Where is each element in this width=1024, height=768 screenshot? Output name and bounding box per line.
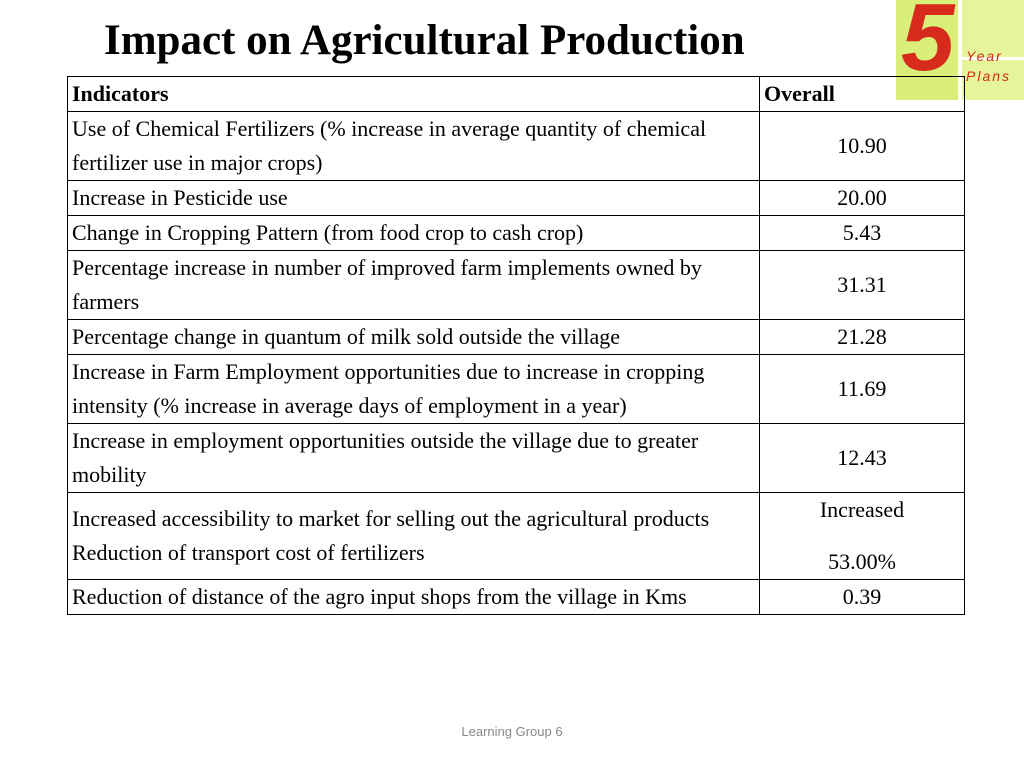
slide-footer: Learning Group 6 — [461, 724, 563, 739]
table-row: Use of Chemical Fertilizers (% increase … — [67, 111, 965, 181]
indicator-cell: Percentage increase in number of improve… — [67, 250, 760, 320]
indicator-cell: Increased accessibility to market for se… — [67, 492, 760, 580]
five-year-plans-logo: 5 Year Plans — [896, 0, 1024, 100]
indicators-table: Indicators Overall Use of Chemical Ferti… — [67, 76, 965, 615]
table-row: Increase in employment opportunities out… — [67, 423, 965, 493]
overall-cell: 20.00 — [759, 180, 965, 216]
table-row: Increased accessibility to market for se… — [67, 492, 965, 580]
overall-cell: 0.39 — [759, 579, 965, 615]
header-overall: Overall — [759, 76, 965, 112]
overall-cell: 11.69 — [759, 354, 965, 424]
table-row: Change in Cropping Pattern (from food cr… — [67, 215, 965, 251]
indicator-cell: Increase in employment opportunities out… — [67, 423, 760, 493]
indicator-cell: Reduction of distance of the agro input … — [67, 579, 760, 615]
overall-cell: 5.43 — [759, 215, 965, 251]
header-indicators: Indicators — [67, 76, 760, 112]
table-row: Increase in Farm Employment opportunitie… — [67, 354, 965, 424]
overall-text: Increased — [819, 497, 905, 522]
logo-word-year: Year — [966, 48, 1003, 64]
logo-digit: 5 — [901, 0, 955, 91]
overall-subtext: 53.00% — [828, 549, 896, 574]
indicator-cell: Increase in Farm Employment opportunitie… — [67, 354, 760, 424]
table-row: Percentage change in quantum of milk sol… — [67, 319, 965, 355]
overall-cell: 21.28 — [759, 319, 965, 355]
overall-cell: 10.90 — [759, 111, 965, 181]
overall-cell: Increased 53.00% — [759, 492, 965, 580]
indicator-cell: Increase in Pesticide use — [67, 180, 760, 216]
table-row: Reduction of distance of the agro input … — [67, 579, 965, 615]
indicator-cell: Change in Cropping Pattern (from food cr… — [67, 215, 760, 251]
overall-cell: 12.43 — [759, 423, 965, 493]
indicator-text: Increased accessibility to market for se… — [72, 506, 710, 531]
logo-tile — [962, 60, 1024, 100]
logo-word-plans: Plans — [966, 68, 1012, 84]
indicator-cell: Percentage change in quantum of milk sol… — [67, 319, 760, 355]
table-header-row: Indicators Overall — [67, 76, 965, 112]
indicator-subtext: Reduction of transport cost of fertilize… — [72, 540, 425, 565]
page-title: Impact on Agricultural Production — [104, 17, 745, 64]
table-row: Percentage increase in number of improve… — [67, 250, 965, 320]
indicator-cell: Use of Chemical Fertilizers (% increase … — [67, 111, 760, 181]
table-row: Increase in Pesticide use 20.00 — [67, 180, 965, 216]
logo-tile — [962, 0, 1024, 57]
overall-cell: 31.31 — [759, 250, 965, 320]
